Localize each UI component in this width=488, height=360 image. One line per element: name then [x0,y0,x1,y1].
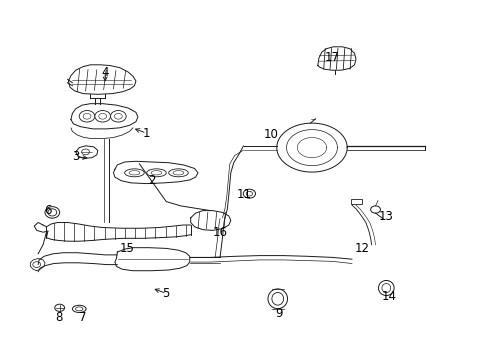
Text: 9: 9 [274,307,282,320]
Bar [350,199,361,204]
Ellipse shape [243,189,255,198]
Text: 14: 14 [381,291,395,303]
Circle shape [95,111,110,122]
Polygon shape [30,258,45,271]
Text: 8: 8 [55,311,62,324]
Text: 11: 11 [237,188,251,201]
Ellipse shape [45,207,60,218]
Text: 13: 13 [378,210,393,222]
Text: 17: 17 [325,51,339,64]
Text: 4: 4 [101,66,109,78]
Polygon shape [276,123,346,172]
Polygon shape [317,47,355,70]
Text: 5: 5 [162,287,170,300]
Text: 12: 12 [354,242,368,255]
Ellipse shape [267,289,287,309]
Text: 1: 1 [142,127,150,140]
Circle shape [110,111,126,122]
Polygon shape [113,161,198,184]
Ellipse shape [168,169,188,177]
Polygon shape [76,146,98,158]
Ellipse shape [72,305,86,312]
Polygon shape [68,65,136,94]
Polygon shape [190,211,230,230]
Text: 10: 10 [264,129,278,141]
Circle shape [55,304,64,311]
Polygon shape [71,104,138,129]
Polygon shape [115,248,189,271]
Text: 16: 16 [212,226,227,239]
Circle shape [79,111,95,122]
Text: 7: 7 [79,311,87,324]
Text: 15: 15 [120,242,134,255]
Ellipse shape [378,280,393,296]
Text: 3: 3 [72,150,80,163]
Ellipse shape [146,169,166,177]
Ellipse shape [124,169,144,177]
Text: 2: 2 [147,174,155,186]
Text: 6: 6 [44,204,52,217]
Circle shape [370,206,380,213]
